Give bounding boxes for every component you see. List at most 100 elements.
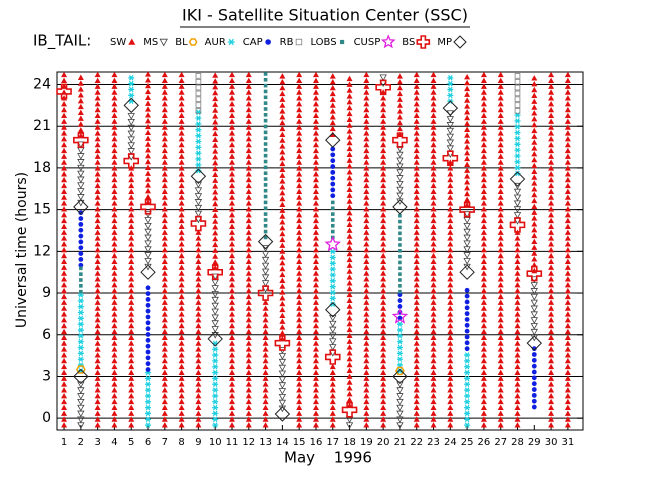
region-symbol [548,141,555,148]
region-symbol [195,127,202,133]
region-symbol [531,238,538,245]
region-symbol [161,211,168,218]
region-symbol [564,264,571,270]
region-symbol [145,285,151,291]
region-symbol [430,352,437,358]
region-segment [78,210,84,268]
region-symbol [279,248,286,254]
region-symbol [296,416,303,422]
region-symbol [263,159,268,164]
region-symbol [346,192,353,198]
region-symbol [245,334,252,340]
region-symbol [514,159,521,165]
region-segment [464,352,471,428]
region-symbol [480,112,487,119]
region-symbol [279,149,286,155]
region-symbol [430,159,437,165]
region-symbol [398,219,402,224]
region-symbol [61,311,68,317]
region-symbol [480,322,487,329]
region-symbol [312,118,319,124]
region-symbol [296,159,303,165]
region-symbol [161,340,168,346]
region-symbol [94,311,101,317]
region-symbol [111,159,118,165]
region-symbol [548,176,555,183]
region-symbol [346,116,353,122]
event-marker [73,132,89,148]
region-symbol [497,352,504,358]
region-symbol [514,352,521,358]
region-symbol [94,106,101,113]
region-symbol [279,172,286,178]
region-symbol [413,328,420,335]
region-symbol [279,125,286,132]
region-symbol [548,398,555,405]
region-symbol [564,112,571,119]
region-symbol [212,189,219,195]
region-symbol [263,113,268,117]
region-symbol [497,147,504,154]
region-symbol [548,346,555,352]
region-symbol [413,375,420,381]
region-symbol [530,317,538,324]
region-symbol [94,206,101,212]
region-symbol [111,118,118,124]
region-symbol [228,363,235,370]
region-symbol [447,182,454,189]
region-symbol [497,416,504,422]
region-symbol [111,264,118,270]
region-symbol [195,144,202,151]
region-symbol [380,387,387,393]
x-tick-label: 11 [226,437,239,448]
region-symbol [77,410,85,418]
region-symbol [111,375,118,381]
region-symbol [296,171,303,177]
region-symbol [178,95,185,101]
region-symbol [447,334,454,340]
region-symbol [396,125,403,132]
region-symbol [94,141,101,148]
region-symbol [94,346,101,352]
legend-label: MP [437,37,452,48]
region-symbol [463,258,471,265]
region-symbol [212,124,219,131]
region-symbol [178,147,185,154]
region-symbol [111,229,118,235]
region-symbol [330,218,335,222]
x-tick-label: 28 [511,437,524,448]
region-symbol [296,252,303,259]
region-symbol [145,141,152,147]
region-symbol [178,352,185,358]
region-symbol [195,264,202,270]
region-segment [195,229,202,428]
region-symbol [111,369,118,375]
region-symbol [228,229,235,235]
region-symbol [430,200,437,206]
region-symbol [161,375,168,381]
region-symbol [263,130,268,135]
region-symbol [464,173,471,179]
region-symbol [447,80,454,87]
region-symbol [413,334,420,340]
region-symbol [531,156,538,163]
region-symbol [413,159,420,165]
region-symbol [178,334,185,340]
region-symbol [396,79,403,85]
region-symbol [413,171,420,177]
region-segment [79,266,83,294]
region-symbol [228,392,235,399]
event-marker [73,199,89,215]
region-symbol [329,248,336,255]
region-symbol [228,100,235,107]
region-symbol [464,375,471,382]
region-symbol [413,153,420,159]
region-symbol [195,102,202,108]
region-symbol [564,147,571,154]
y-tick-label: 12 [33,243,51,259]
region-symbol [161,252,168,259]
region-symbol [464,132,471,138]
region-symbol [312,387,319,393]
region-symbol [346,344,353,350]
x-tick-label: 26 [478,437,491,448]
